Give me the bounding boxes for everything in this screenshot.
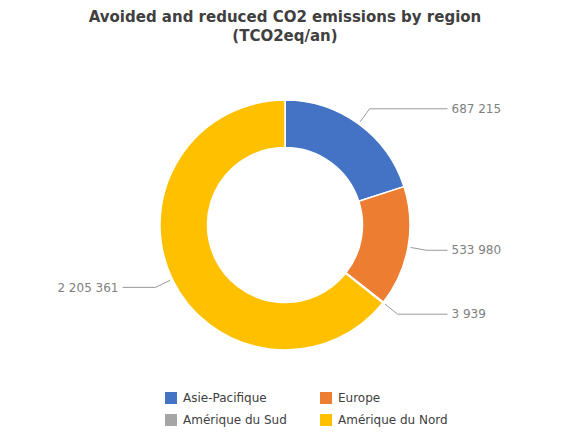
data-label: 2 205 361: [57, 281, 118, 295]
leader-line: [123, 280, 171, 287]
chart: Avoided and reduced CO2 emissions by reg…: [0, 0, 570, 445]
title-line: Avoided and reduced CO2 emissions by reg…: [89, 8, 482, 26]
legend: Asie-Pacifique Europe Amérique du Sud Améri…: [165, 391, 448, 427]
legend-item: Amérique du Nord: [320, 413, 448, 427]
leader-line: [360, 109, 447, 122]
legend-label: Asie-Pacifique: [183, 391, 267, 405]
legend-swatch: [320, 392, 332, 404]
title-line: (TCO2eq/an): [232, 27, 337, 45]
annotations: 687 215 533 980 3 939 2 205 361: [57, 102, 501, 321]
legend-swatch: [320, 414, 332, 426]
legend-item: Asie-Pacifique: [165, 391, 267, 405]
legend-item: Amérique du Sud: [165, 413, 287, 427]
legend-swatch: [165, 414, 177, 426]
leader-line: [411, 247, 448, 250]
legend-label: Amérique du Sud: [183, 413, 287, 427]
title: Avoided and reduced CO2 emissions by reg…: [89, 8, 482, 45]
leader-line: [385, 304, 448, 314]
data-label: 533 980: [452, 243, 502, 257]
data-label: 687 215: [452, 102, 502, 116]
slice: [285, 100, 404, 201]
legend-label: Europe: [338, 391, 380, 405]
data-label: 3 939: [452, 307, 486, 321]
slice: [160, 100, 383, 350]
donut: [160, 100, 410, 350]
legend-swatch: [165, 392, 177, 404]
legend-label: Amérique du Nord: [338, 413, 448, 427]
legend-item: Europe: [320, 391, 380, 405]
